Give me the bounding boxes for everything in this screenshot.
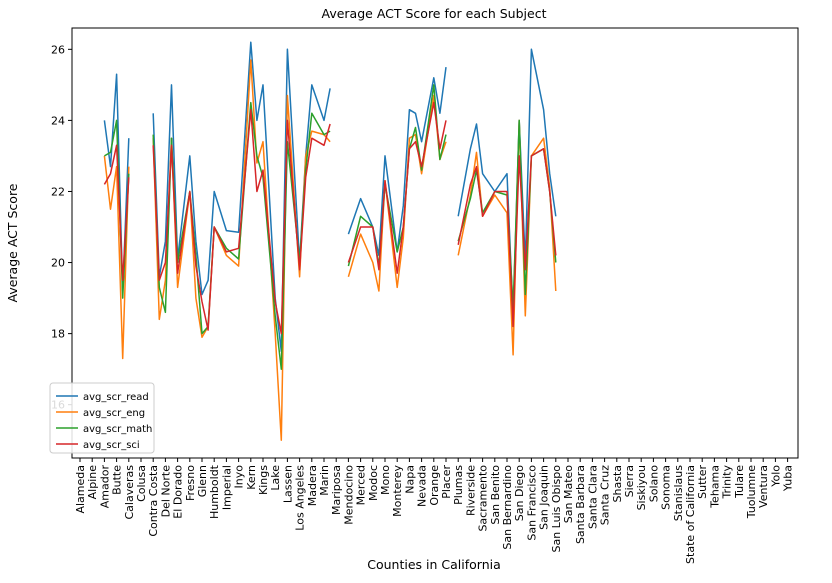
y-axis: 161820222426 [51, 43, 72, 412]
y-tick-label: 18 [51, 328, 65, 341]
x-tick-label: Santa Barbara [574, 465, 587, 544]
x-axis: Alameda Alpine Amador Butte Calaveras Colusa C… [74, 458, 795, 564]
y-tick-label: 20 [51, 257, 65, 270]
legend-label-avg_scr_math: avg_scr_math [83, 424, 152, 435]
x-tick-label: Sonoma [660, 465, 673, 510]
x-tick-label: El Dorado [172, 465, 185, 519]
x-tick-label: Lassen [281, 465, 294, 503]
x-tick-label: Mono [379, 465, 392, 495]
x-tick-label: Napa [403, 465, 416, 494]
x-tick-label: Sierra [623, 465, 636, 497]
x-tick-label: Calaveras [123, 465, 136, 520]
x-tick-label: Los Angeles [294, 465, 307, 531]
plot-frame [71, 27, 799, 459]
x-tick-label: Kern [245, 465, 258, 490]
chart-title: Average ACT Score for each Subject [322, 6, 547, 21]
x-tick-label: Alpine [86, 465, 99, 500]
x-tick-label: Madera [306, 465, 319, 506]
x-tick-label: San Bernardino [501, 465, 514, 550]
x-tick-label: Stanislaus [672, 465, 685, 522]
series-line-avg_scr_sci [103, 101, 557, 335]
x-tick-label: Plumas [452, 465, 465, 505]
x-tick-label: Butte [111, 465, 124, 495]
series-line-avg_scr_eng [103, 59, 557, 441]
x-tick-label: Nevada [416, 465, 429, 507]
x-tick-label: State of California [684, 465, 697, 564]
y-tick-label: 26 [51, 43, 65, 56]
x-tick-label: Glenn [196, 465, 209, 497]
x-tick-label: Sacramento [477, 465, 490, 532]
x-tick-label: Contra Costa [147, 465, 160, 537]
x-tick-label: San Joaquin [538, 465, 551, 530]
x-tick-label: Alameda [74, 465, 87, 514]
series-lines [103, 41, 557, 441]
x-tick-label: San Mateo [562, 465, 575, 524]
x-tick-label: Del Norte [159, 465, 172, 518]
x-tick-label: Monterey [391, 465, 404, 517]
x-tick-label: Tuolumne [745, 465, 758, 519]
series-line-avg_scr_math [104, 84, 557, 370]
x-tick-label: San Benito [489, 465, 502, 525]
legend-box [49, 382, 155, 454]
legend-label-avg_scr_eng: avg_scr_eng [83, 408, 145, 419]
x-tick-label: Fresno [184, 465, 197, 501]
legend-label-avg_scr_sci: avg_scr_sci [83, 440, 140, 451]
x-tick-label: Trinity [721, 465, 734, 500]
x-tick-label: San Diego [513, 465, 526, 521]
y-axis-label: Average ACT Score [5, 183, 20, 302]
x-tick-label: Tulare [733, 465, 746, 499]
x-tick-label: Riverside [464, 465, 477, 516]
x-tick-label: Siskiyou [635, 465, 648, 510]
x-tick-label: San Luis Obispo [550, 465, 563, 553]
x-axis-label: Counties in California [367, 557, 501, 572]
x-tick-label: Solano [647, 465, 660, 502]
x-tick-label: Imperial [220, 465, 233, 510]
x-tick-label: Santa Cruz [599, 465, 612, 525]
x-tick-label: Inyo [233, 465, 246, 489]
x-tick-label: Lake [269, 465, 282, 491]
x-tick-label: Merced [355, 465, 368, 505]
x-tick-label: Tehama [708, 465, 721, 509]
x-tick-label: Ventura [757, 465, 770, 508]
x-tick-label: Humboldt [208, 464, 221, 519]
y-tick-label: 24 [51, 114, 65, 127]
x-tick-label: Yolo [769, 465, 782, 488]
x-tick-label: Mariposa [330, 465, 343, 515]
x-tick-label: Santa Clara [586, 465, 599, 529]
legend: avg_scr_read avg_scr_eng avg_scr_math avg_s… [49, 382, 155, 454]
x-tick-label: Placer [440, 465, 453, 499]
legend-label-avg_scr_read: avg_scr_read [83, 392, 149, 403]
series-line-avg_scr_read [103, 41, 557, 353]
x-tick-label: Colusa [135, 465, 148, 502]
x-tick-label: Mendocino [342, 465, 355, 525]
y-tick-label: 22 [51, 185, 65, 198]
x-tick-label: Amador [98, 465, 111, 509]
x-tick-label: Modoc [367, 465, 380, 501]
x-tick-label: Orange [428, 465, 441, 506]
x-tick-label: Kings [257, 465, 270, 495]
x-tick-label: Yuba [782, 465, 795, 492]
x-tick-label: Sutter [696, 465, 709, 499]
x-tick-label: San Francisco [525, 465, 538, 541]
x-tick-label: Marin [318, 465, 331, 496]
x-tick-label: Shasta [611, 465, 624, 502]
